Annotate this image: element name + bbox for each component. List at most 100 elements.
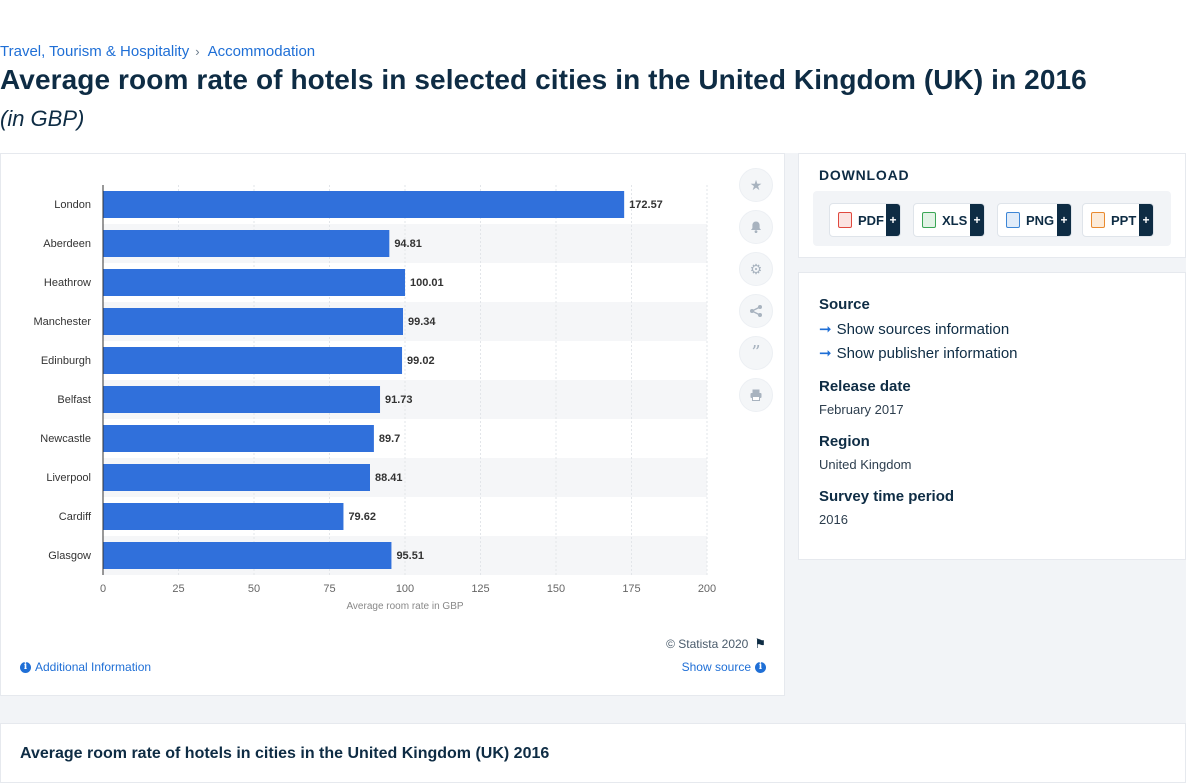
- download-xls-label: XLS: [942, 212, 968, 228]
- settings-button[interactable]: ⚙: [739, 252, 773, 286]
- ppt-file-icon: [1091, 212, 1105, 228]
- download-png-button[interactable]: PNG +: [997, 203, 1072, 237]
- region-value: United Kingdom: [819, 457, 912, 472]
- bar: [103, 230, 390, 257]
- category-label: Manchester: [34, 316, 92, 328]
- bar: [103, 269, 406, 296]
- breadcrumb-item-accommodation[interactable]: Accommodation: [207, 43, 316, 60]
- show-sources-link[interactable]: ➞ Show sources information: [819, 320, 1009, 338]
- download-ppt-button[interactable]: PPT +: [1082, 203, 1154, 237]
- survey-period-value: 2016: [819, 512, 848, 527]
- cite-button[interactable]: ”: [739, 336, 773, 370]
- arrow-right-icon: ➞: [819, 320, 832, 338]
- x-tick-label: 175: [622, 583, 640, 595]
- breadcrumb: Travel, Tourism & Hospitality › Accommod…: [0, 43, 315, 60]
- show-publisher-label: Show publisher information: [836, 344, 1018, 362]
- bar: [103, 386, 381, 413]
- show-source-label: Show source: [681, 660, 751, 674]
- x-tick-label: 75: [323, 583, 335, 595]
- header-area: Travel, Tourism & Hospitality › Accommod…: [0, 0, 1186, 153]
- description-title: Average room rate of hotels in cities in…: [20, 745, 550, 762]
- release-date-value: February 2017: [819, 402, 904, 417]
- category-label: Belfast: [57, 394, 91, 406]
- statistic-details-card: Source ➞ Show sources information ➞ Show…: [798, 272, 1186, 560]
- info-icon: i: [755, 661, 766, 673]
- page-subtitle: (in GBP): [0, 106, 85, 131]
- survey-period-heading: Survey time period: [819, 488, 955, 505]
- download-buttons: PDF + XLS + PNG + PPT +: [813, 191, 1171, 246]
- x-tick-label: 100: [396, 583, 414, 595]
- x-axis-title: Average room rate in GBP: [346, 601, 463, 612]
- share-button[interactable]: [739, 294, 773, 328]
- bar: [103, 347, 403, 374]
- x-tick-label: 200: [698, 583, 716, 595]
- download-xls-button[interactable]: XLS +: [913, 203, 985, 237]
- category-label: Newcastle: [40, 433, 91, 445]
- category-label: Glasgow: [48, 550, 91, 562]
- bar: [103, 464, 370, 491]
- additional-info-label: Additional Information: [35, 660, 152, 674]
- data-label: 172.57: [629, 199, 663, 211]
- show-publisher-link[interactable]: ➞ Show publisher information: [819, 344, 1018, 362]
- data-label: 89.7: [379, 433, 400, 445]
- copyright-text: © Statista 2020: [666, 637, 749, 651]
- region-heading: Region: [819, 433, 870, 450]
- category-label: Heathrow: [44, 277, 91, 289]
- plus-icon[interactable]: +: [970, 204, 984, 236]
- additional-info-link[interactable]: i Additional Information: [20, 660, 151, 674]
- category-label: Cardiff: [59, 511, 92, 523]
- bar: [103, 308, 404, 335]
- data-label: 99.34: [408, 316, 436, 328]
- data-label: 95.51: [396, 550, 424, 562]
- bar: [103, 542, 392, 569]
- bar: [103, 191, 625, 218]
- xls-file-icon: [922, 212, 936, 228]
- chart-card: London 172.57 Aberdeen 94.81 Heathrow 100.01 M…: [0, 153, 785, 696]
- x-tick-label: 50: [248, 583, 260, 595]
- data-label: 100.01: [410, 277, 444, 289]
- bar-chart: London 172.57 Aberdeen 94.81 Heathrow 100.01 M…: [34, 185, 716, 612]
- print-icon: [750, 389, 762, 401]
- copyright: © Statista 2020 ⚑: [666, 636, 766, 652]
- page-title: Average room rate of hotels in selected …: [0, 64, 1087, 95]
- favorite-button[interactable]: ★: [739, 168, 773, 202]
- plus-icon[interactable]: +: [1139, 204, 1153, 236]
- x-tick-label: 150: [547, 583, 565, 595]
- star-icon: ★: [749, 176, 763, 193]
- download-png-label: PNG: [1026, 212, 1055, 228]
- plus-icon[interactable]: +: [1057, 204, 1071, 236]
- download-pdf-button[interactable]: PDF +: [829, 203, 901, 237]
- notification-button[interactable]: [739, 210, 773, 244]
- release-date-heading: Release date: [819, 378, 911, 395]
- show-source-link[interactable]: Show source i: [682, 660, 766, 674]
- breadcrumb-item-travel[interactable]: Travel, Tourism & Hospitality: [0, 43, 190, 60]
- data-label: 79.62: [348, 511, 376, 523]
- download-card: DOWNLOAD PDF + XLS + PNG + PPT +: [798, 153, 1186, 258]
- x-tick-label: 25: [172, 583, 184, 595]
- description-card: Average room rate of hotels in cities in…: [0, 723, 1186, 783]
- data-label: 91.73: [385, 394, 413, 406]
- gear-icon: ⚙: [749, 260, 763, 277]
- x-tick-label: 125: [471, 583, 489, 595]
- data-label: 88.41: [375, 472, 403, 484]
- info-icon: i: [20, 661, 31, 673]
- show-sources-label: Show sources information: [836, 320, 1010, 338]
- source-heading: Source: [819, 296, 870, 313]
- plus-icon[interactable]: +: [886, 204, 900, 236]
- download-title: DOWNLOAD: [819, 167, 910, 183]
- pdf-file-icon: [838, 212, 852, 228]
- download-pdf-label: PDF: [858, 212, 884, 228]
- bar: [103, 503, 344, 530]
- share-icon: [750, 305, 762, 317]
- category-label: Aberdeen: [43, 238, 91, 250]
- arrow-right-icon: ➞: [819, 344, 832, 362]
- bell-icon: [751, 221, 761, 233]
- data-label: 94.81: [394, 238, 422, 250]
- download-ppt-label: PPT: [1111, 212, 1137, 228]
- breadcrumb-separator: ›: [195, 44, 200, 59]
- data-label: 99.02: [407, 355, 435, 367]
- chart-tools: ★ ⚙ ”: [739, 168, 773, 420]
- print-button[interactable]: [739, 378, 773, 412]
- flag-icon[interactable]: ⚑: [754, 636, 766, 651]
- quote-icon: ”: [751, 342, 761, 363]
